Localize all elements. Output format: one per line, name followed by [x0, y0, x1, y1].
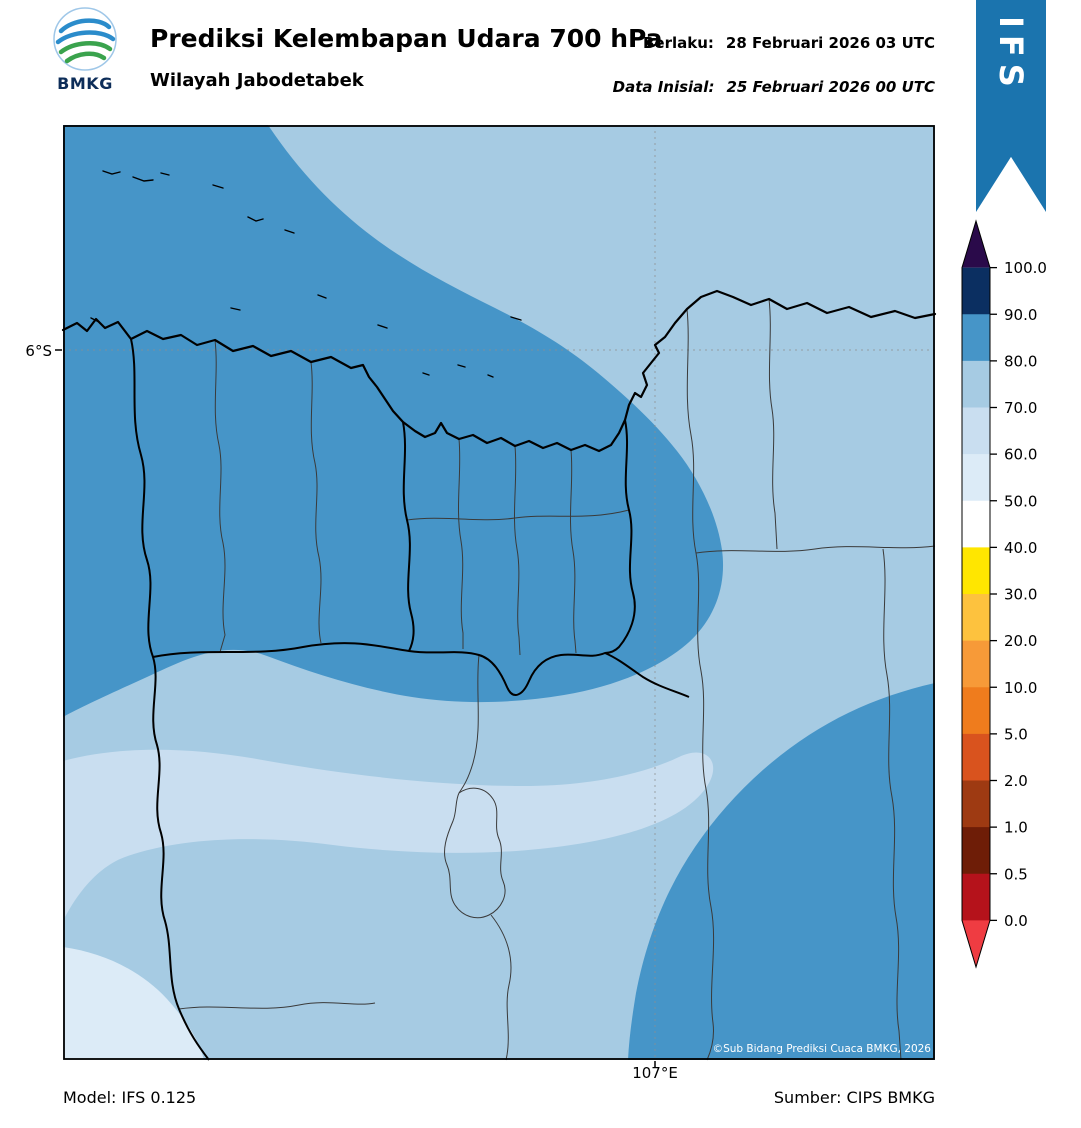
svg-text:90.0: 90.0 — [1004, 306, 1037, 324]
valid-time-label: Berlaku: — [642, 34, 714, 52]
svg-text:10.0: 10.0 — [1004, 679, 1037, 697]
coastline — [61, 289, 937, 453]
contour-60-70-band — [63, 749, 714, 921]
axis-ticks — [55, 349, 656, 1068]
islands — [90, 170, 522, 378]
province-boundaries — [130, 338, 690, 1061]
initial-time-value: 25 Februari 2026 00 UTC — [726, 78, 935, 96]
graticule — [63, 125, 935, 1060]
svg-text:100.0: 100.0 — [1004, 259, 1047, 277]
contour-50-60-southwest — [63, 947, 204, 1060]
svg-text:80.0: 80.0 — [1004, 352, 1037, 370]
initial-time-label: Data Inisial: — [612, 78, 715, 96]
contour-80-90-northwest — [63, 125, 724, 717]
footer-source: Sumber: CIPS BMKG — [773, 1088, 935, 1107]
bmkg-logo-icon — [53, 7, 117, 71]
svg-text:60.0: 60.0 — [1004, 446, 1037, 464]
district-boundaries — [178, 298, 936, 1061]
svg-text:0.0: 0.0 — [1004, 912, 1028, 930]
colorbar: 100.0 90.0 80.0 70.0 60.0 50.0 40.0 30.0 20.0 10.… — [961, 219, 1054, 969]
svg-text:1.0: 1.0 — [1004, 819, 1028, 837]
svg-text:2.0: 2.0 — [1004, 772, 1028, 790]
contour-80-90-southeast — [628, 683, 935, 1060]
page-title: Prediksi Kelembapan Udara 700 hPa — [150, 24, 663, 53]
svg-text:0.5: 0.5 — [1004, 865, 1028, 883]
initial-time: Data Inisial: 25 Februari 2026 00 UTC — [613, 78, 935, 96]
colorbar-svg: 100.0 90.0 80.0 70.0 60.0 50.0 40.0 30.0 20.0 10.… — [961, 219, 1047, 969]
latitude-tick-label: 6°S — [25, 342, 52, 360]
forecast-map: ©Sub Bidang Prediksi Cuaca BMKG, 2026 — [55, 125, 937, 1068]
svg-text:5.0: 5.0 — [1004, 725, 1028, 743]
svg-text:50.0: 50.0 — [1004, 492, 1037, 510]
svg-text:20.0: 20.0 — [1004, 632, 1037, 650]
longitude-tick-label: 107°E — [632, 1064, 678, 1082]
forecast-map-canvas — [55, 125, 937, 1068]
valid-time-value: 28 Februari 2026 03 UTC — [725, 34, 935, 52]
model-ribbon-label: IFS — [992, 16, 1030, 94]
valid-time: Berlaku: 28 Februari 2026 03 UTC — [643, 34, 935, 52]
bmkg-logo: BMKG — [48, 6, 122, 93]
svg-text:70.0: 70.0 — [1004, 399, 1037, 417]
model-ribbon: IFS — [976, 0, 1046, 212]
footer-model: Model: IFS 0.125 — [63, 1088, 197, 1107]
map-border — [63, 125, 935, 1060]
page-subtitle: Wilayah Jabodetabek — [150, 70, 364, 91]
bmkg-logo-text: BMKG — [57, 74, 113, 93]
map-copyright: ©Sub Bidang Prediksi Cuaca BMKG, 2026 — [712, 1043, 931, 1055]
contour-fills — [63, 125, 935, 1060]
svg-text:40.0: 40.0 — [1004, 539, 1037, 557]
svg-text:30.0: 30.0 — [1004, 586, 1037, 604]
